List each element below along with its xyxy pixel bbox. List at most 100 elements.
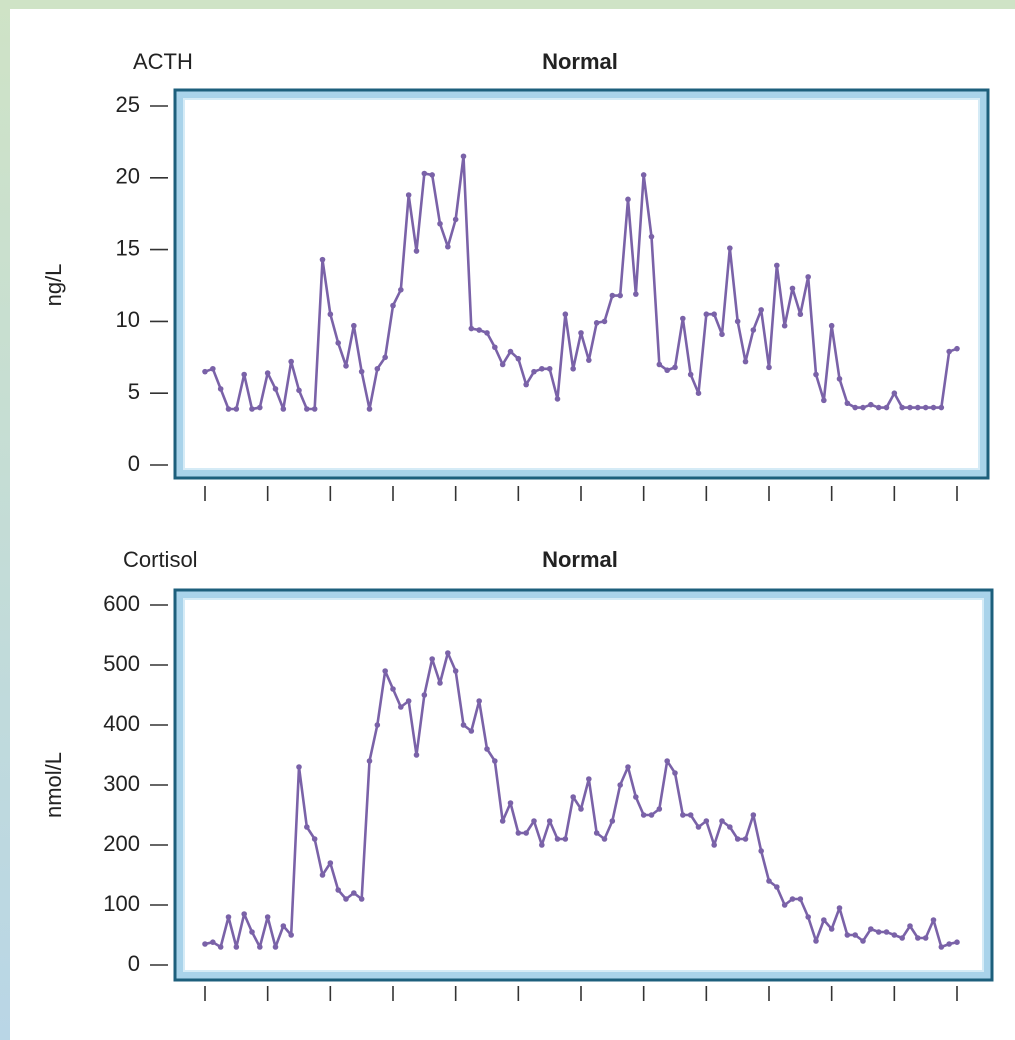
y-tick-label: 20	[116, 164, 140, 189]
data-point	[562, 836, 569, 842]
data-point	[766, 878, 772, 884]
data-point	[539, 842, 545, 848]
data-point	[476, 327, 482, 333]
data-point	[202, 941, 208, 947]
data-point	[891, 932, 898, 938]
data-point	[625, 196, 631, 203]
data-point	[954, 939, 960, 945]
data-point	[319, 256, 326, 263]
chart-title: Normal	[542, 547, 618, 572]
data-point	[429, 656, 435, 662]
data-point	[648, 233, 655, 240]
chart-title: Normal	[542, 49, 618, 74]
data-point	[907, 923, 913, 929]
plot-area	[183, 98, 980, 470]
data-point	[852, 932, 858, 938]
data-point	[954, 345, 960, 352]
data-point	[711, 842, 717, 848]
y-tick-label: 300	[103, 771, 140, 796]
data-point	[680, 315, 686, 322]
data-point	[687, 812, 694, 818]
y-tick-label: 25	[116, 92, 140, 117]
data-point	[578, 330, 584, 336]
y-tick-label: 600	[103, 591, 140, 616]
data-point	[351, 322, 357, 329]
data-point	[915, 404, 921, 411]
data-point	[938, 404, 945, 411]
data-point	[852, 404, 858, 411]
data-point	[570, 794, 576, 800]
data-point	[734, 318, 741, 325]
y-tick-label: 10	[116, 307, 140, 332]
data-point	[390, 302, 396, 309]
data-point	[460, 153, 467, 160]
data-point	[421, 170, 428, 177]
data-point	[257, 944, 263, 950]
data-point	[492, 344, 498, 351]
data-point	[875, 404, 882, 411]
data-point	[257, 404, 263, 411]
data-point	[413, 248, 420, 254]
data-point	[296, 764, 302, 770]
data-point	[499, 818, 506, 824]
data-point	[758, 307, 764, 313]
data-point	[499, 361, 506, 368]
data-point	[633, 291, 639, 297]
data-point	[797, 896, 804, 902]
data-point	[930, 917, 937, 923]
data-point	[781, 322, 788, 329]
data-point	[311, 836, 318, 842]
data-point	[445, 650, 451, 656]
data-point	[249, 929, 255, 935]
data-point	[750, 812, 757, 818]
data-point	[922, 404, 929, 411]
data-point	[484, 330, 490, 336]
data-point	[311, 406, 318, 412]
data-point	[217, 386, 224, 392]
data-point	[805, 274, 811, 280]
data-point	[617, 292, 623, 299]
data-point	[578, 806, 584, 812]
data-point	[429, 172, 435, 178]
data-point	[648, 812, 655, 818]
data-point	[656, 361, 663, 368]
data-point	[351, 890, 357, 896]
data-point	[554, 396, 561, 402]
data-point	[539, 365, 545, 372]
chart-panel: Cortisol Normal nmol/L 0 100 200 300 400 500 600	[41, 547, 994, 1001]
series-label: Cortisol	[123, 547, 198, 572]
data-point	[554, 836, 561, 842]
data-point	[742, 836, 749, 842]
data-point	[570, 365, 576, 372]
data-point	[899, 404, 905, 411]
data-point	[625, 764, 631, 770]
data-point	[586, 776, 592, 782]
data-point	[828, 322, 835, 329]
data-point	[593, 320, 600, 326]
data-point	[883, 929, 890, 935]
data-point	[437, 680, 443, 686]
data-point	[609, 818, 616, 824]
data-point	[727, 245, 733, 251]
data-point	[930, 404, 937, 411]
data-point	[774, 262, 780, 269]
data-point	[413, 752, 420, 758]
y-tick-label: 400	[103, 711, 140, 736]
data-point	[358, 368, 365, 375]
y-tick-label: 100	[103, 891, 140, 916]
data-point	[233, 406, 240, 412]
data-point	[687, 371, 694, 378]
data-point	[531, 368, 537, 375]
data-point	[225, 406, 232, 412]
data-point	[601, 836, 608, 842]
data-point	[288, 358, 294, 365]
data-point	[734, 836, 741, 842]
data-point	[217, 944, 224, 950]
data-point	[366, 406, 373, 412]
data-point	[891, 390, 898, 397]
data-point	[460, 722, 467, 728]
data-point	[640, 812, 647, 818]
data-point	[445, 243, 451, 250]
data-point	[781, 902, 788, 908]
